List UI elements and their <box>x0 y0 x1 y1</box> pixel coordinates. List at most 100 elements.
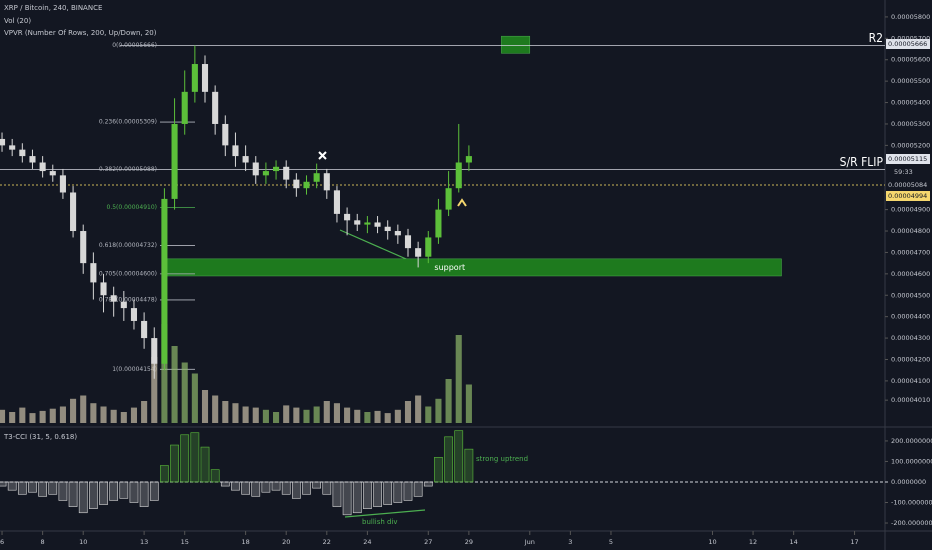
price-label-box <box>886 191 930 201</box>
y-tick-label: 0.00004500 <box>891 291 930 299</box>
annotation: bullish div <box>362 518 398 526</box>
candle-body <box>415 248 422 257</box>
fib-label: 0.382(0.00005088) <box>99 166 157 173</box>
volume-bar <box>455 335 462 423</box>
volume-bar <box>242 406 249 423</box>
y-tick-label: 0.00005500 <box>891 77 930 85</box>
candle-body <box>70 192 77 232</box>
candle-body <box>19 149 26 157</box>
cci-bar <box>119 481 129 499</box>
y-tick-label: 0.00005800 <box>891 13 930 21</box>
cci-bar <box>241 481 250 495</box>
candle-body <box>374 222 381 227</box>
candle-body <box>435 209 442 238</box>
candle-body <box>242 156 249 163</box>
y-tick-label: 100.0000000 <box>891 457 932 465</box>
candle-body <box>465 156 472 163</box>
candle-body <box>161 198 168 364</box>
volume-bar <box>435 398 442 423</box>
candle-body <box>9 145 16 150</box>
volume-bar <box>273 412 280 423</box>
x-tick-label: 24 <box>363 538 371 546</box>
volume-bar <box>110 409 117 423</box>
fib-label: 0(0.00005666) <box>112 42 157 49</box>
cci-bar <box>170 444 179 483</box>
candle-body <box>120 301 127 309</box>
volume-bar <box>19 407 26 423</box>
x-tick-label: 12 <box>749 538 757 546</box>
candle-body <box>445 188 452 210</box>
volume-bar <box>384 413 391 423</box>
cci-bar <box>210 469 220 483</box>
volume-bar <box>303 409 310 423</box>
x-tick-label: 15 <box>181 538 189 546</box>
cci-bar <box>220 481 230 487</box>
zone <box>501 35 531 54</box>
cci-bar <box>17 481 27 495</box>
y-tick-label: 0.00004700 <box>891 248 930 256</box>
cci-bar <box>352 481 362 514</box>
y-tick-label: 0.00004200 <box>891 355 930 363</box>
cci-bar <box>281 481 291 495</box>
volume-bar <box>425 406 432 423</box>
cci-bar <box>89 481 98 509</box>
volume-bar <box>232 403 239 423</box>
volume-bar <box>374 410 381 423</box>
cci-bar <box>200 446 210 483</box>
candle-body <box>425 237 432 257</box>
cci-bar <box>149 481 159 501</box>
candle-body <box>110 295 117 302</box>
zone-label: support <box>434 263 465 272</box>
candle-body <box>191 64 198 92</box>
divergence-line <box>344 509 426 518</box>
cci-bar <box>28 481 37 493</box>
annotation: strong uptrend <box>476 455 528 463</box>
volume-bar <box>212 395 219 423</box>
volume-bar <box>161 324 168 423</box>
candle-body <box>333 190 340 214</box>
x-tick-label: 27 <box>424 538 432 546</box>
cci-bar <box>373 481 382 507</box>
cci-bar <box>312 481 322 489</box>
x-tick-label: 6 <box>0 538 4 546</box>
x-tick-label: 13 <box>140 538 148 546</box>
volume-bar <box>171 346 178 423</box>
cci-bar <box>393 481 403 503</box>
volume-bar <box>252 407 259 423</box>
x-tick-label: 20 <box>282 538 290 546</box>
candle-body <box>344 213 351 221</box>
volume-bar <box>80 395 87 423</box>
candle-body <box>59 175 66 193</box>
cci-bar <box>0 481 7 487</box>
x-tick-label: 29 <box>465 538 473 546</box>
candle-body <box>293 179 300 189</box>
price-label: 0.00005666 <box>888 40 927 48</box>
divergence-line <box>339 229 414 263</box>
x-tick-label: 5 <box>609 538 613 546</box>
y-tick-label: 0.00005400 <box>891 99 930 107</box>
cci-bar <box>322 481 332 495</box>
price-label: 0.00004994 <box>888 192 927 200</box>
volume-bar <box>415 395 422 423</box>
cci-bar <box>99 481 108 505</box>
cci-bar <box>403 481 413 501</box>
volume-bar <box>465 384 472 423</box>
candle-body <box>364 222 371 225</box>
price-label-box <box>886 154 930 164</box>
candle-body <box>171 123 178 199</box>
cci-bar <box>363 481 372 509</box>
cci-bar <box>109 481 119 501</box>
candle-body <box>262 171 269 176</box>
y-tick-label: 0.00005200 <box>891 141 930 149</box>
candle-body <box>100 282 107 296</box>
volume-bar <box>333 403 340 423</box>
volume-bar <box>445 379 452 423</box>
volume-bar <box>9 412 16 423</box>
candle-body <box>0 138 6 146</box>
cci-bar <box>423 481 433 487</box>
price-label: 0.00005115 <box>888 155 927 163</box>
price-label-box <box>886 39 930 49</box>
volume-bar <box>283 405 290 423</box>
candle-body <box>232 145 239 157</box>
volume-bar <box>364 412 371 423</box>
